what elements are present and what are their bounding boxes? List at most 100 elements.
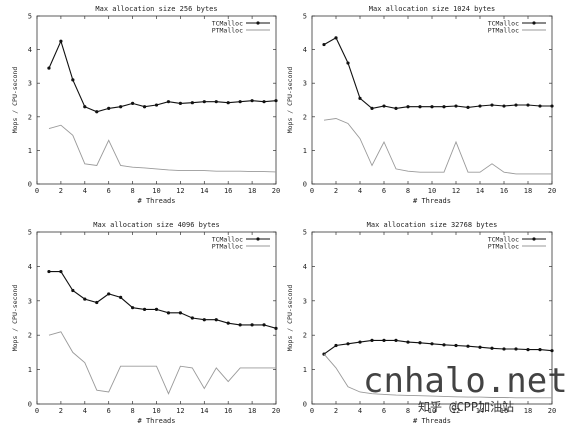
x-tick-label: 2 — [59, 187, 63, 195]
data-point-tcmalloc — [166, 100, 171, 104]
y-axis-label: Mops / CPU-second — [11, 67, 19, 134]
x-tick-label: 12 — [176, 407, 184, 415]
y-tick-label: 3 — [303, 80, 307, 88]
data-point-tcmalloc — [166, 311, 171, 315]
y-tick-label: 1 — [303, 147, 307, 155]
x-tick-label: 0 — [35, 187, 39, 195]
y-tick-label: 5 — [303, 229, 307, 237]
data-point-tcmalloc — [119, 295, 123, 299]
legend-marker-tcmalloc — [532, 21, 536, 25]
x-tick-label: 18 — [524, 187, 532, 195]
chart-title: Max allocation size 32768 bytes — [367, 221, 498, 229]
legend-marker-tcmalloc — [256, 21, 260, 25]
series-line-tcmalloc — [48, 39, 277, 113]
x-axis-label: # Threads — [413, 417, 451, 425]
series-line-ptmalloc — [323, 353, 552, 399]
x-tick-label: 10 — [428, 187, 436, 195]
legend-label-tcmalloc: TCMalloc — [212, 236, 243, 244]
x-tick-label: 4 — [83, 187, 87, 195]
data-point-tcmalloc — [502, 104, 506, 108]
chart-title: Max allocation size 4096 bytes — [93, 221, 219, 229]
data-point-tcmalloc — [154, 307, 159, 311]
data-point-tcmalloc — [178, 101, 182, 105]
x-tick-label: 16 — [500, 187, 508, 195]
data-point-tcmalloc — [83, 297, 87, 301]
series-line-ptmalloc — [323, 118, 552, 175]
legend-marker-tcmalloc — [256, 237, 260, 241]
x-tick-label: 20 — [272, 407, 280, 415]
x-axis-label: # Threads — [138, 417, 176, 425]
data-point-tcmalloc — [454, 343, 458, 348]
data-point-tcmalloc — [190, 316, 194, 320]
data-point-tcmalloc — [370, 338, 374, 342]
x-axis-label: # Threads — [413, 197, 451, 205]
data-point-tcmalloc — [526, 103, 530, 107]
data-point-tcmalloc — [262, 100, 266, 104]
series-line-tcmalloc — [323, 339, 553, 355]
x-tick-label: 18 — [524, 407, 532, 415]
data-point-tcmalloc — [154, 103, 159, 107]
y-tick-label: 3 — [28, 297, 32, 305]
x-tick-label: 18 — [248, 407, 256, 415]
x-tick-label: 6 — [107, 407, 111, 415]
x-tick-label: 14 — [200, 187, 208, 195]
data-point-tcmalloc — [71, 288, 75, 293]
x-tick-label: 2 — [59, 407, 63, 415]
x-tick-label: 18 — [248, 187, 256, 195]
data-point-tcmalloc — [178, 311, 182, 315]
data-point-tcmalloc — [430, 105, 434, 109]
data-point-tcmalloc — [442, 105, 446, 109]
x-tick-label: 14 — [476, 407, 484, 415]
data-point-tcmalloc — [107, 292, 111, 296]
data-point-tcmalloc — [107, 106, 111, 110]
data-point-tcmalloc — [490, 346, 494, 350]
x-tick-label: 20 — [548, 407, 556, 415]
data-point-tcmalloc — [214, 318, 218, 322]
data-point-tcmalloc — [250, 323, 254, 327]
y-tick-label: 1 — [28, 366, 32, 374]
data-point-tcmalloc — [466, 105, 470, 109]
data-point-tcmalloc — [190, 101, 194, 105]
data-point-tcmalloc — [47, 269, 51, 274]
x-tick-label: 12 — [452, 187, 460, 195]
y-tick-label: 0 — [303, 181, 307, 189]
data-point-tcmalloc — [142, 105, 147, 109]
x-tick-label: 0 — [310, 187, 314, 195]
data-point-tcmalloc — [394, 106, 398, 110]
legend-label-tcmalloc: TCMalloc — [212, 20, 243, 28]
x-tick-label: 8 — [406, 187, 410, 195]
data-point-tcmalloc — [514, 347, 518, 351]
data-point-tcmalloc — [430, 342, 434, 346]
data-point-tcmalloc — [214, 100, 218, 104]
data-point-tcmalloc — [59, 39, 63, 43]
x-tick-label: 16 — [500, 407, 508, 415]
data-point-tcmalloc — [250, 99, 254, 103]
x-tick-label: 8 — [130, 187, 134, 195]
data-point-tcmalloc — [382, 338, 386, 342]
data-point-tcmalloc — [238, 100, 242, 104]
data-point-tcmalloc — [95, 300, 99, 305]
x-tick-label: 6 — [382, 407, 386, 415]
legend-label-ptmalloc: PTMalloc — [212, 27, 243, 35]
x-tick-label: 10 — [428, 407, 436, 415]
data-point-tcmalloc — [514, 103, 518, 107]
x-tick-label: 16 — [224, 187, 232, 195]
y-tick-label: 0 — [28, 181, 32, 189]
legend-label-ptmalloc: PTMalloc — [212, 243, 243, 251]
series-line-ptmalloc — [48, 331, 276, 395]
data-point-tcmalloc — [538, 348, 542, 352]
data-point-tcmalloc — [131, 306, 135, 310]
y-tick-label: 3 — [28, 80, 32, 88]
x-tick-label: 0 — [310, 407, 314, 415]
x-tick-label: 14 — [476, 187, 484, 195]
data-point-tcmalloc — [95, 110, 99, 114]
y-tick-label: 5 — [28, 229, 32, 237]
y-tick-label: 2 — [28, 113, 32, 121]
data-point-tcmalloc — [274, 326, 278, 330]
y-tick-label: 3 — [303, 297, 307, 305]
series-line-ptmalloc — [48, 124, 277, 173]
data-point-tcmalloc — [274, 99, 278, 103]
